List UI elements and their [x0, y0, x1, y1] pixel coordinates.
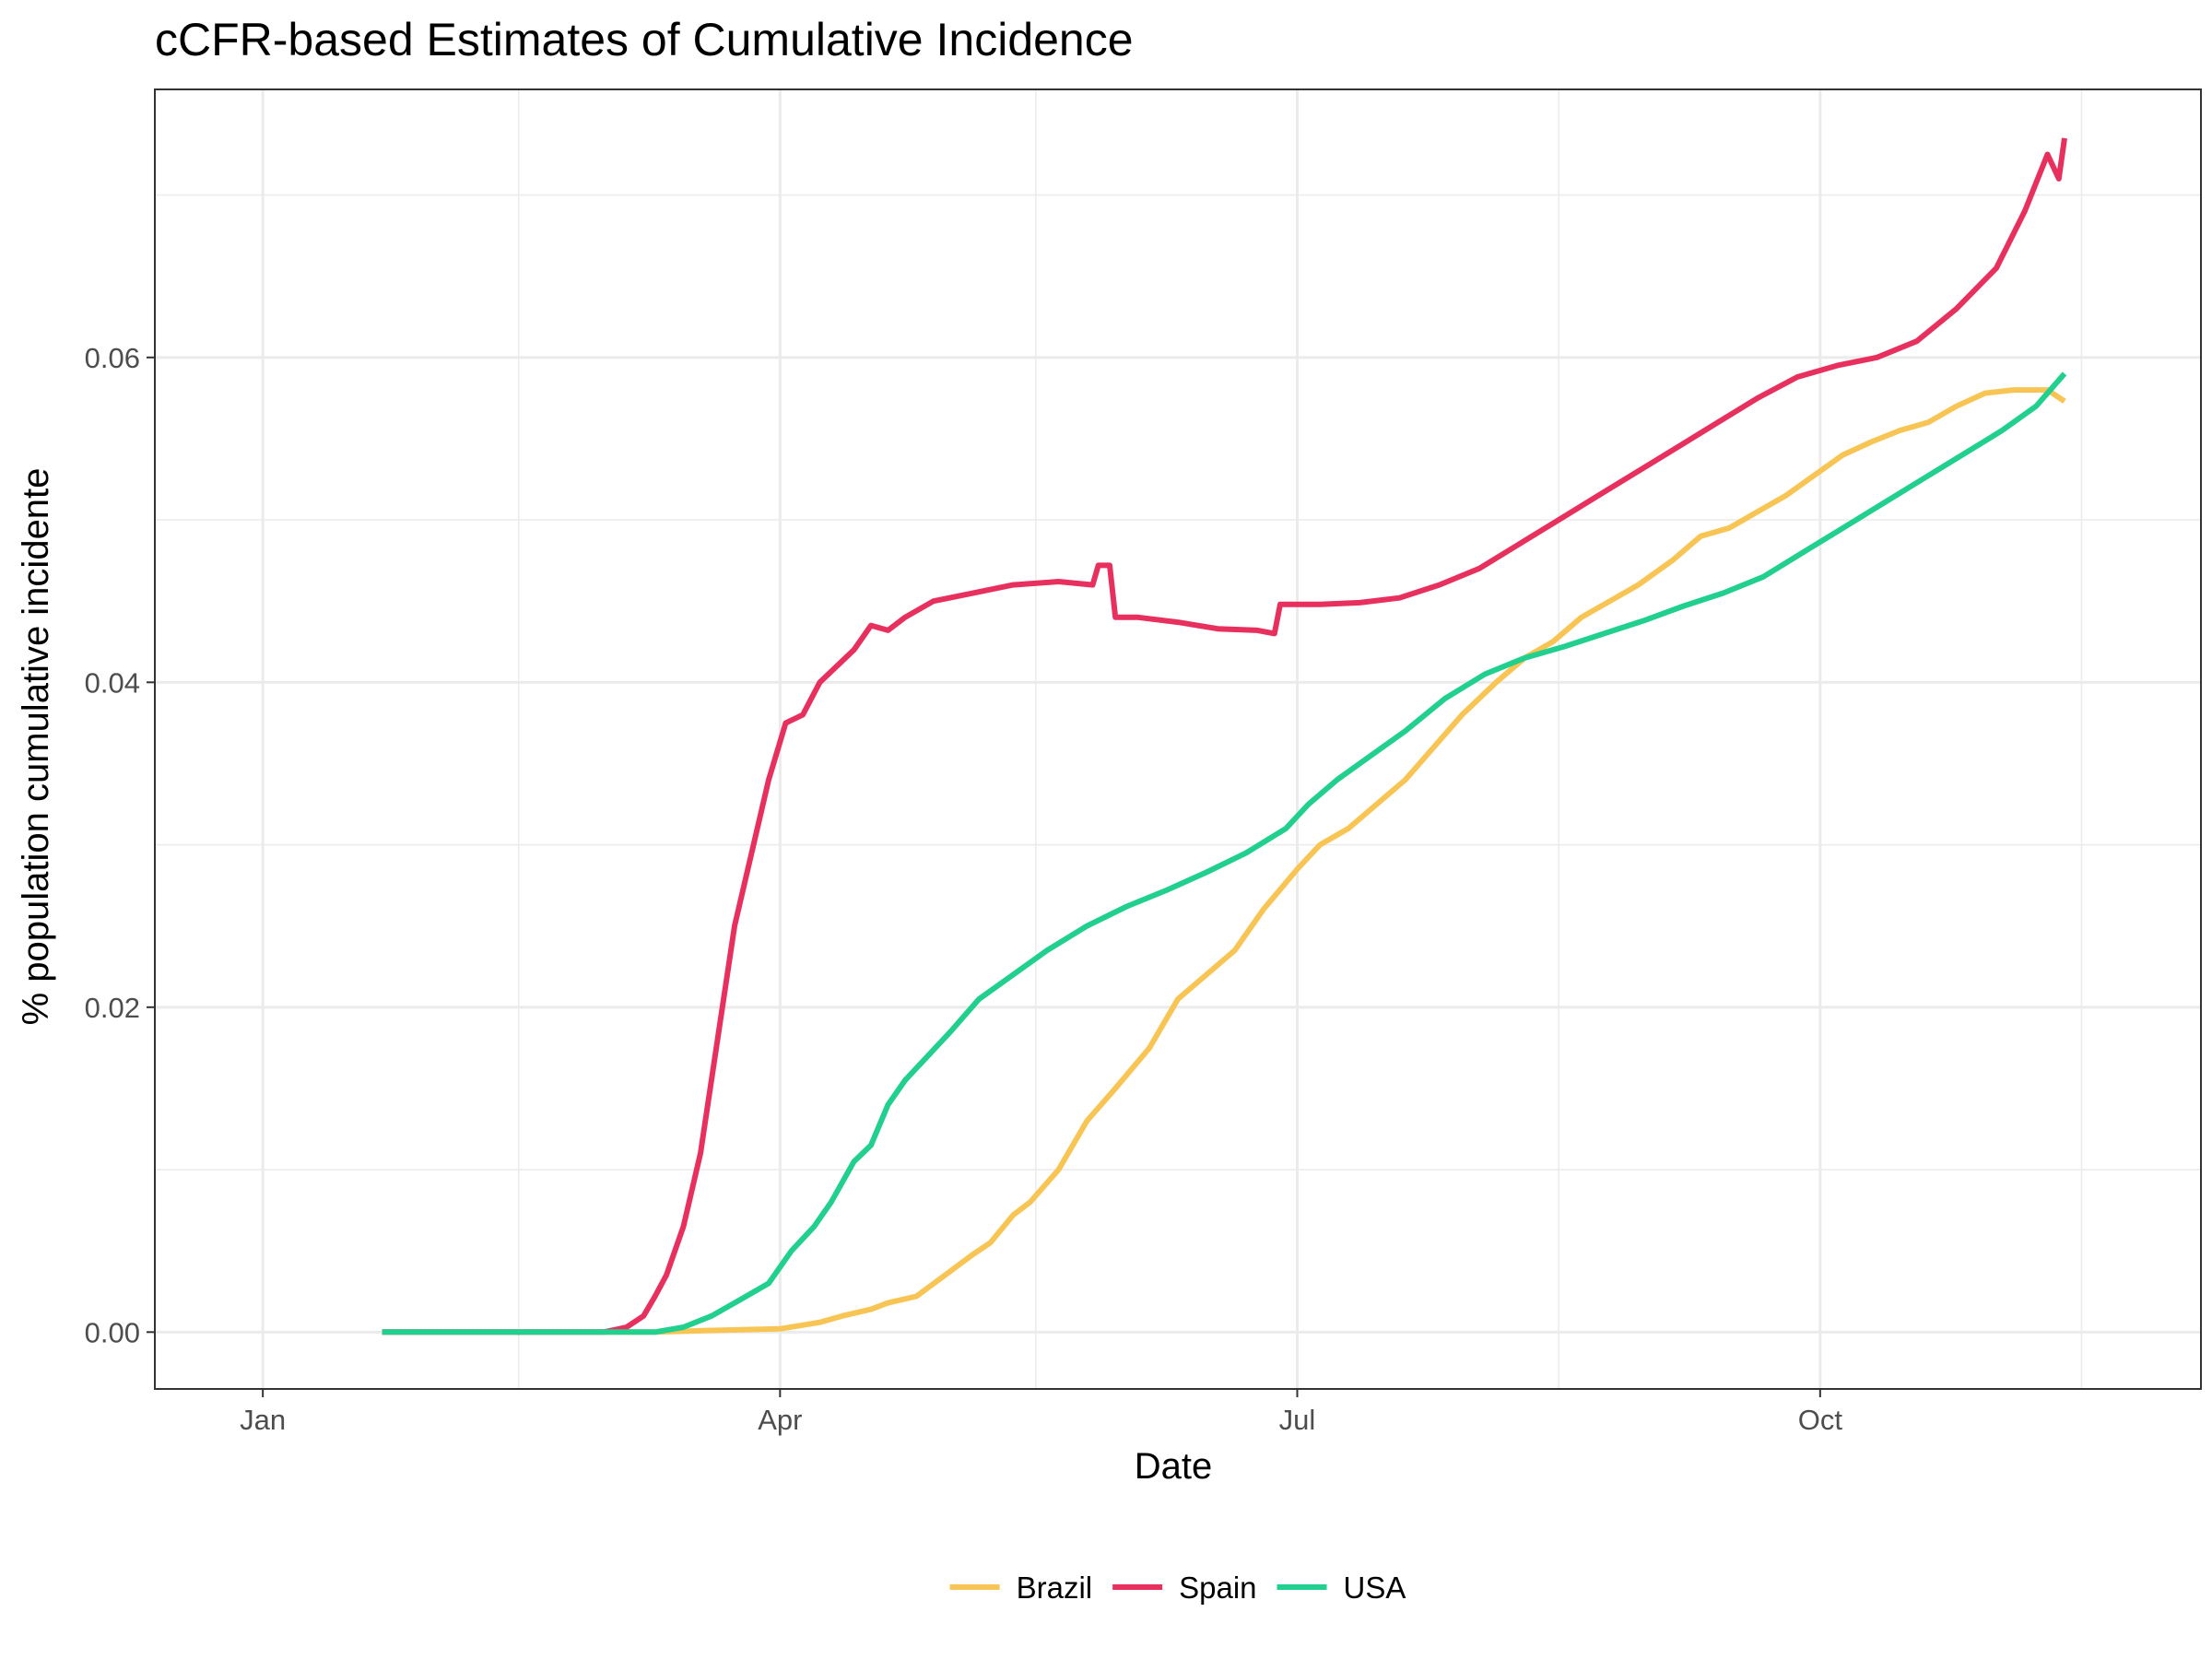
series-line-spain: [382, 137, 2067, 1335]
chart-title: cCFR-based Estimates of Cumulative Incid…: [155, 14, 1134, 65]
legend-item-usa: USA: [1277, 1571, 1406, 1605]
series-line-brazil: [382, 387, 2066, 1335]
legend-item-brazil: Brazil: [949, 1571, 1093, 1605]
y-tick-label: 0.06: [85, 342, 140, 374]
series-line-usa: [382, 371, 2067, 1335]
panel-background: [155, 89, 2201, 1389]
x-axis-title: Date: [1135, 1446, 1213, 1487]
series-lines: [382, 137, 2067, 1335]
grid-minor: [155, 89, 2201, 1389]
y-axis-title: % population cumulative incidente: [16, 468, 56, 1026]
y-tick-label: 0.04: [85, 666, 140, 699]
y-tick-label: 0.02: [85, 992, 140, 1024]
x-tick-label: Jul: [1279, 1404, 1316, 1436]
legend-label: USA: [1344, 1571, 1406, 1605]
y-tick-label: 0.00: [85, 1316, 140, 1348]
plot-area: [154, 88, 2202, 1390]
x-tick-label: Apr: [758, 1404, 802, 1436]
legend-item-spain: Spain: [1112, 1571, 1257, 1605]
panel-border: [154, 88, 2202, 1390]
y-axis: 0.00 0.02 0.04 0.06: [85, 342, 155, 1348]
x-tick-label: Jan: [240, 1404, 286, 1436]
legend: Brazil Spain USA: [949, 1571, 1406, 1605]
legend-label: Brazil: [1017, 1571, 1093, 1605]
x-tick-label: Oct: [1798, 1404, 1843, 1436]
x-axis: Jan Apr Jul Oct: [240, 1389, 1842, 1436]
legend-label: Spain: [1179, 1571, 1256, 1605]
